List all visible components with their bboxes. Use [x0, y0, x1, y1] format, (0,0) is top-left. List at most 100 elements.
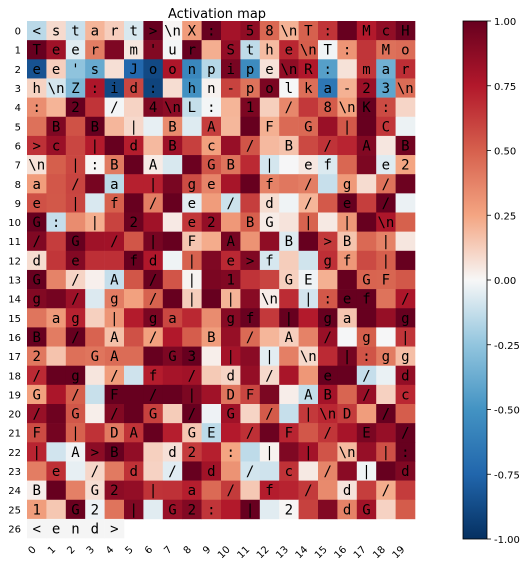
heatmap-cell	[240, 59, 261, 79]
heatmap-cell	[356, 97, 377, 118]
heatmap-cell	[201, 346, 222, 366]
heatmap-cell	[318, 116, 338, 137]
heatmap-cell	[182, 461, 202, 481]
heatmap-cell	[259, 231, 280, 252]
cell-token-label: |	[226, 349, 234, 365]
x-tick-label: 5	[124, 544, 136, 556]
heatmap-cell	[298, 269, 319, 290]
cell-token-label: H	[401, 24, 409, 40]
heatmap-cell	[85, 308, 105, 328]
heatmap-cell	[337, 155, 358, 175]
cell-token-label: /	[32, 407, 40, 423]
x-tick-labels: 0 1 2 3 4 5 6 7 8 9 10 11 12 13 14 15 16 17 18 19	[27, 544, 408, 561]
heatmap-cell	[85, 174, 105, 194]
heatmap-cell	[104, 480, 125, 501]
heatmap-cell	[124, 404, 144, 424]
cell-token-label: e	[188, 215, 196, 231]
cell-token-label: s	[91, 62, 99, 78]
heatmap-cell	[65, 231, 86, 252]
cell-token-label: 4	[149, 100, 157, 116]
heatmap-cell	[46, 135, 67, 156]
cell-token-label: A	[129, 426, 138, 442]
cell-token-label: e	[32, 62, 40, 78]
heatmap-cell	[104, 518, 125, 539]
heatmap-cell	[27, 384, 47, 405]
heatmap-cell	[143, 193, 164, 213]
cell-token-label: g	[110, 292, 118, 308]
cell-token-label: /	[323, 426, 331, 442]
heatmap-cell	[356, 155, 377, 175]
cell-token-label: g	[226, 311, 234, 327]
heatmap-cell	[162, 346, 183, 366]
heatmap-cell	[356, 40, 377, 60]
cell-token-label: 2	[285, 502, 293, 518]
cell-token-label: G	[362, 502, 370, 518]
heatmap-cell	[240, 212, 261, 232]
heatmap-cell	[395, 40, 416, 60]
cell-token-label: J	[129, 62, 137, 78]
heatmap-cell	[85, 289, 105, 309]
heatmap-cell	[162, 97, 183, 118]
heatmap-cell	[395, 135, 416, 156]
heatmap-cell	[104, 193, 125, 213]
heatmap-cell	[395, 174, 416, 194]
cell-token-label: G	[32, 387, 40, 403]
heatmap-cell	[65, 327, 86, 347]
heatmap-cell	[356, 384, 377, 405]
cell-token-label: 1	[32, 502, 40, 518]
cell-token-label: E	[304, 273, 312, 289]
colorbar-ticks: 1.00 0.75 0.50 0.25 0.00 -0.25 -0.50 -0.75 -1.00	[487, 17, 520, 546]
y-tick-label: 9	[15, 199, 21, 210]
cell-token-label: B	[168, 138, 176, 154]
cell-token-label: :	[362, 349, 370, 365]
cell-token-label: G	[226, 407, 234, 423]
cell-token-label: B	[285, 234, 293, 250]
heatmap-cell	[337, 174, 358, 194]
heatmap-cell	[395, 269, 416, 290]
cell-token-label: /	[71, 177, 79, 193]
cell-token-label: \n	[377, 215, 394, 231]
y-tick-label: 17	[8, 352, 21, 363]
cell-token-label: A	[71, 445, 80, 461]
heatmap-cell	[395, 59, 416, 79]
heatmap-cell	[395, 423, 416, 443]
cell-token-label: \n	[28, 158, 45, 174]
cell-token-label: 2	[188, 445, 196, 461]
cell-token-label: |	[188, 253, 196, 269]
heatmap-cell	[143, 250, 164, 271]
cell-token-label: d	[401, 368, 409, 384]
cell-token-label: G	[71, 407, 79, 423]
heatmap-cell	[356, 442, 377, 462]
heatmap-cell	[298, 78, 319, 98]
heatmap-cell	[143, 327, 164, 347]
heatmap-cell	[143, 21, 164, 41]
cell-token-label: :	[401, 445, 409, 461]
heatmap-cell	[27, 59, 47, 79]
heatmap-cell	[182, 327, 202, 347]
heatmap-cell	[395, 97, 416, 118]
heatmap-cell	[337, 231, 358, 252]
heatmap-cell	[318, 212, 338, 232]
heatmap-cell	[124, 384, 144, 405]
heatmap-cell	[376, 480, 396, 501]
cell-token-label: n	[207, 81, 215, 97]
heatmap-cell	[143, 308, 164, 328]
heatmap-cell	[65, 97, 86, 118]
heatmap-cell	[143, 384, 164, 405]
heatmap-cell	[376, 289, 396, 309]
heatmap-cell	[162, 116, 183, 137]
cell-token-label: A	[149, 158, 158, 174]
y-tick-label: 8	[15, 180, 21, 191]
heatmap-cell	[46, 116, 67, 137]
heatmap-cell	[104, 269, 125, 290]
heatmap-cell	[27, 97, 47, 118]
heatmap-cell	[376, 499, 396, 520]
cell-token-label: /	[71, 330, 79, 346]
heatmap-cell	[124, 135, 144, 156]
heatmap-cell	[162, 423, 183, 443]
heatmap-cell	[65, 155, 86, 175]
heatmap-cell	[298, 289, 319, 309]
heatmap-cell	[395, 499, 416, 520]
cell-token-label: i	[110, 81, 118, 97]
